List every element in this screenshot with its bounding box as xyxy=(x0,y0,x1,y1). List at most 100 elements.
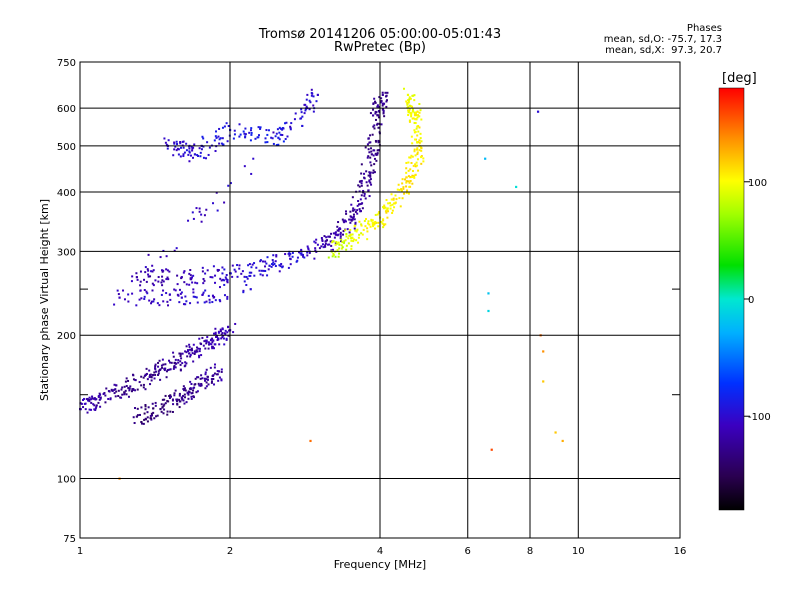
data-point xyxy=(216,338,219,341)
data-point xyxy=(368,223,371,226)
data-point xyxy=(206,269,209,272)
data-point xyxy=(183,387,186,390)
data-point xyxy=(399,205,402,208)
data-point xyxy=(374,213,377,216)
data-point xyxy=(196,350,199,353)
data-point xyxy=(174,145,177,148)
data-point xyxy=(190,395,193,398)
data-point xyxy=(182,303,185,306)
data-point xyxy=(356,209,359,212)
data-point xyxy=(374,118,377,121)
data-point xyxy=(157,373,160,376)
data-point xyxy=(138,381,141,384)
data-point xyxy=(318,247,321,250)
data-point xyxy=(366,156,369,159)
data-point xyxy=(164,141,167,144)
data-point xyxy=(90,408,93,411)
data-point xyxy=(221,126,224,129)
data-point xyxy=(363,194,366,197)
data-point xyxy=(242,289,245,292)
data-point xyxy=(353,225,356,228)
data-point xyxy=(411,182,414,185)
data-point xyxy=(238,135,241,138)
data-point xyxy=(407,111,410,114)
data-point xyxy=(213,372,216,375)
data-point xyxy=(192,387,195,390)
data-point xyxy=(193,143,196,146)
data-point xyxy=(415,127,418,130)
data-point xyxy=(247,264,250,267)
data-point xyxy=(259,127,262,130)
data-point xyxy=(227,184,230,187)
data-point xyxy=(356,204,359,207)
data-point xyxy=(203,279,206,282)
data-point xyxy=(177,148,180,151)
data-point xyxy=(380,220,383,223)
data-point xyxy=(218,376,221,379)
data-point xyxy=(405,176,408,179)
data-point xyxy=(189,274,192,277)
data-point xyxy=(198,147,201,150)
data-point xyxy=(417,124,420,127)
data-point xyxy=(154,363,157,366)
data-point xyxy=(217,330,220,333)
data-point xyxy=(414,154,417,157)
data-point xyxy=(328,243,331,246)
data-point xyxy=(296,259,299,262)
data-point xyxy=(341,246,344,249)
data-point xyxy=(275,132,278,135)
data-point xyxy=(305,105,308,108)
data-point xyxy=(344,220,347,223)
data-point xyxy=(183,151,186,154)
data-point xyxy=(350,219,353,222)
data-point xyxy=(161,275,164,278)
data-point xyxy=(169,361,172,364)
data-point xyxy=(408,108,411,111)
data-point xyxy=(382,218,385,221)
data-point xyxy=(370,219,373,222)
data-point xyxy=(358,208,361,211)
data-point xyxy=(229,182,232,185)
data-point xyxy=(94,407,97,410)
data-point xyxy=(83,397,86,400)
data-point xyxy=(191,352,194,355)
data-point xyxy=(147,253,150,256)
data-point xyxy=(360,194,363,197)
data-point xyxy=(167,278,170,281)
data-point xyxy=(144,373,147,376)
x-axis-label: Frequency [MHz] xyxy=(334,558,426,571)
data-point xyxy=(412,94,415,97)
data-point xyxy=(164,402,167,405)
data-point xyxy=(336,229,339,232)
data-point xyxy=(161,279,164,282)
data-point xyxy=(212,347,215,350)
data-point xyxy=(408,119,411,122)
data-point xyxy=(407,161,410,164)
data-point xyxy=(403,87,406,90)
data-point xyxy=(181,362,184,365)
data-point xyxy=(279,127,282,130)
data-point xyxy=(206,375,209,378)
colorbar-label: [deg] xyxy=(722,71,757,86)
data-point xyxy=(188,391,191,394)
data-point xyxy=(150,270,153,273)
data-point xyxy=(413,174,416,177)
data-point xyxy=(134,407,137,410)
data-point xyxy=(289,125,292,128)
data-point xyxy=(179,352,182,355)
data-point xyxy=(414,118,417,121)
data-point xyxy=(160,269,163,272)
data-point xyxy=(179,146,182,149)
data-point xyxy=(225,337,228,340)
data-point xyxy=(93,408,96,411)
data-point xyxy=(167,400,170,403)
data-point xyxy=(216,370,219,373)
data-point xyxy=(373,227,376,230)
data-point xyxy=(164,367,167,370)
data-point xyxy=(229,272,232,275)
data-point xyxy=(250,172,253,175)
data-point xyxy=(202,156,205,159)
data-point xyxy=(362,228,365,231)
data-point xyxy=(165,370,168,373)
data-point xyxy=(378,211,381,214)
